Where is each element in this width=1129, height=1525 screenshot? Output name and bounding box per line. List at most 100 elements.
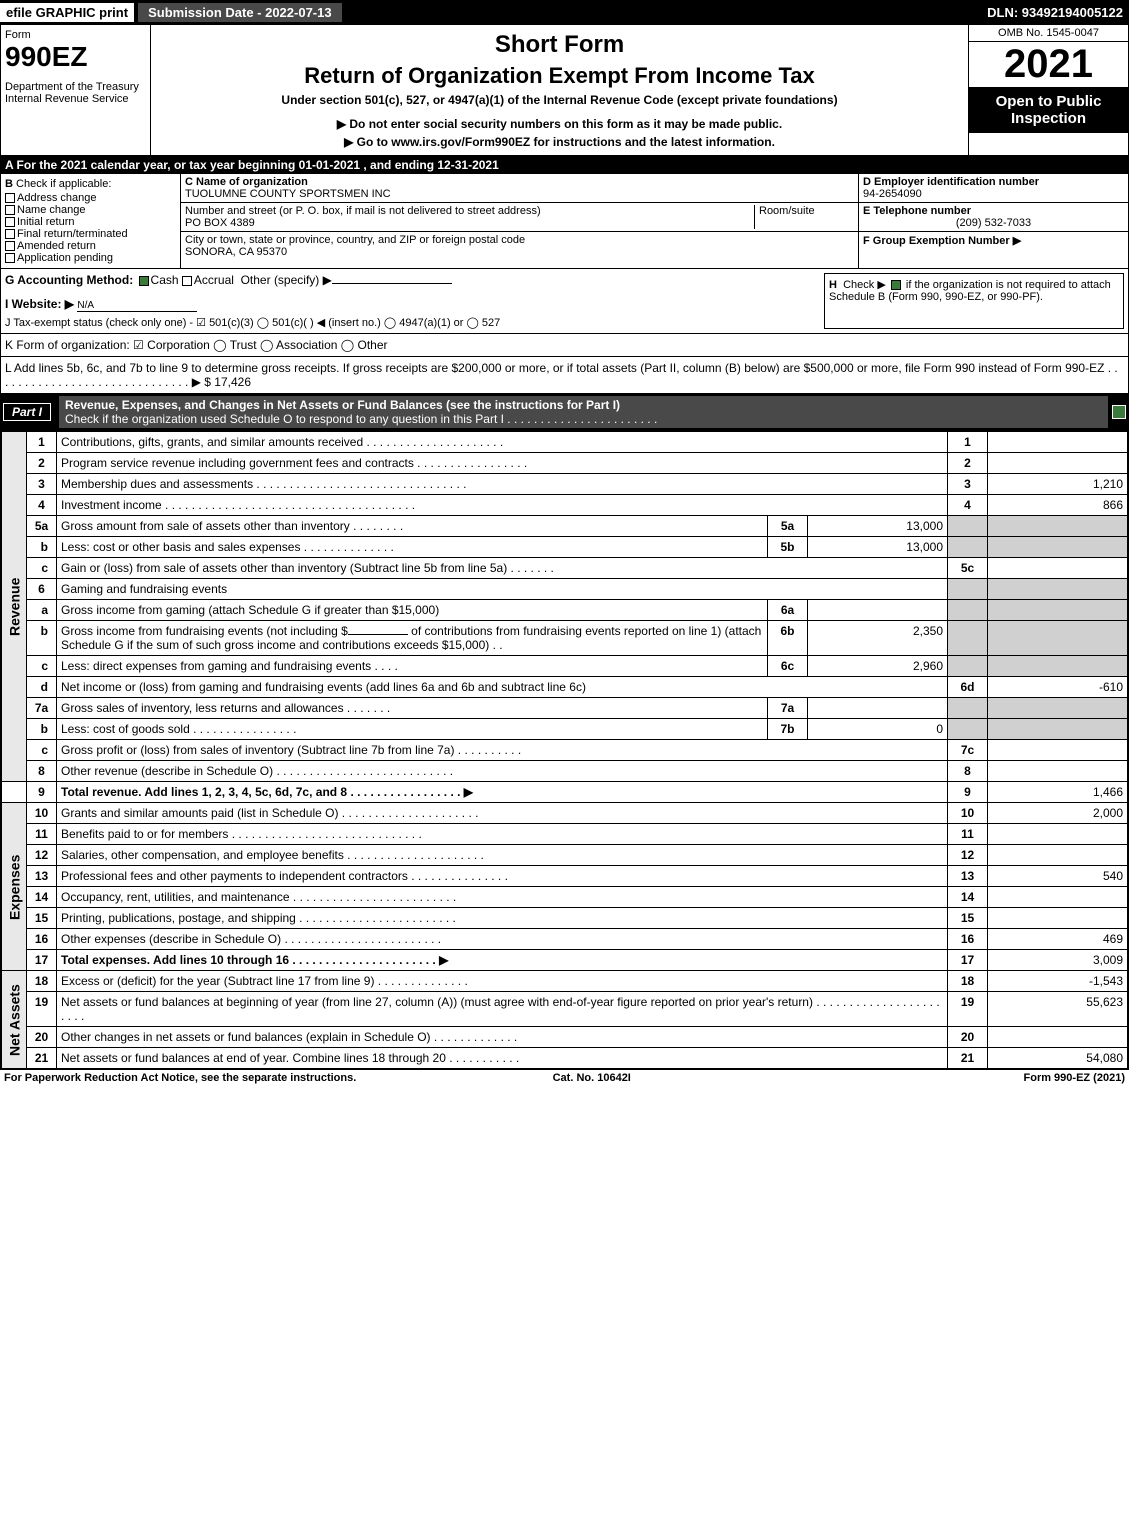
table-row: 13Professional fees and other payments t… — [2, 866, 1128, 887]
column-d: D Employer identification number 94-2654… — [858, 174, 1128, 268]
table-row: Revenue 1Contributions, gifts, grants, a… — [2, 432, 1128, 453]
table-row: 6Gaming and fundraising events — [2, 579, 1128, 600]
header-left: Form 990EZ Department of the Treasury In… — [1, 25, 151, 155]
short-form-title: Short Form — [157, 31, 962, 59]
row-a-tax-year: A For the 2021 calendar year, or tax yea… — [1, 156, 1128, 174]
table-row: 20Other changes in net assets or fund ba… — [2, 1027, 1128, 1048]
table-row: bGross income from fundraising events (n… — [2, 621, 1128, 656]
form-label: Form — [5, 29, 146, 41]
ein-value: 94-2654090 — [863, 188, 922, 200]
checkbox-checked-icon — [1112, 405, 1126, 419]
header-mid: Short Form Return of Organization Exempt… — [151, 25, 968, 155]
g-other: Other (specify) ▶ — [241, 273, 332, 287]
row-k: K Form of organization: ☑ Corporation ◯ … — [1, 334, 1128, 357]
checkbox-icon[interactable] — [5, 217, 15, 227]
checkbox-icon[interactable] — [5, 241, 15, 251]
column-b: B Check if applicable: Address change Na… — [1, 174, 181, 268]
table-row: 3Membership dues and assessments . . . .… — [2, 474, 1128, 495]
table-row: bLess: cost or other basis and sales exp… — [2, 537, 1128, 558]
checkbox-checked-icon — [139, 276, 149, 286]
row-l-text: L Add lines 5b, 6c, and 7b to line 9 to … — [5, 361, 1118, 389]
top-bar: efile GRAPHIC print Submission Date - 20… — [0, 0, 1129, 24]
form-number: 990EZ — [5, 41, 146, 73]
city-label: City or town, state or province, country… — [185, 234, 525, 246]
row-j: J Tax-exempt status (check only one) - ☑… — [5, 316, 824, 329]
table-row: 14Occupancy, rent, utilities, and mainte… — [2, 887, 1128, 908]
g-accrual: Accrual — [194, 273, 234, 287]
revenue-side-label: Revenue — [2, 432, 27, 782]
omb-number: OMB No. 1545-0047 — [969, 25, 1128, 42]
row-g-h: G Accounting Method: Cash Accrual Other … — [1, 269, 1128, 334]
table-row: 19Net assets or fund balances at beginni… — [2, 992, 1128, 1027]
checkbox-icon[interactable] — [5, 253, 15, 263]
i-label: I Website: ▶ — [5, 297, 74, 311]
check-if-label: Check if applicable: — [16, 178, 111, 190]
checkbox-icon[interactable] — [5, 193, 15, 203]
h-check-text: Check ▶ — [843, 279, 886, 291]
tel-label: E Telephone number — [863, 205, 971, 217]
org-address: PO BOX 4389 — [185, 217, 255, 229]
ein-label: D Employer identification number — [863, 176, 1039, 188]
g-cash: Cash — [151, 273, 179, 287]
submission-date: Submission Date - 2022-07-13 — [138, 3, 342, 22]
chk-name: Name change — [17, 204, 86, 216]
room-label: Room/suite — [759, 205, 815, 217]
h-box: H Check ▶ if the organization is not req… — [824, 273, 1124, 329]
tax-year: 2021 — [969, 42, 1128, 87]
checkbox-checked-icon — [891, 280, 901, 290]
other-input[interactable] — [332, 283, 452, 284]
table-row: cGross profit or (loss) from sales of in… — [2, 740, 1128, 761]
table-row: 9Total revenue. Add lines 1, 2, 3, 4, 5c… — [2, 782, 1128, 803]
part-title: Revenue, Expenses, and Changes in Net As… — [59, 396, 1108, 428]
part-badge: Part I — [3, 403, 51, 421]
row-l: L Add lines 5b, 6c, and 7b to line 9 to … — [1, 357, 1128, 394]
no-ssn-note: ▶ Do not enter social security numbers o… — [157, 117, 962, 131]
footer-left: For Paperwork Reduction Act Notice, see … — [4, 1072, 356, 1084]
chk-address: Address change — [17, 192, 97, 204]
table-row: 21Net assets or fund balances at end of … — [2, 1048, 1128, 1069]
netassets-side-label: Net Assets — [2, 971, 27, 1069]
table-row: 8Other revenue (describe in Schedule O) … — [2, 761, 1128, 782]
chk-initial: Initial return — [17, 216, 74, 228]
part-check-text: Check if the organization used Schedule … — [65, 412, 657, 426]
h-label: H — [829, 279, 837, 291]
page-footer: For Paperwork Reduction Act Notice, see … — [0, 1070, 1129, 1086]
footer-right: Form 990-EZ (2021) — [1024, 1072, 1125, 1084]
table-row: 12Salaries, other compensation, and empl… — [2, 845, 1128, 866]
dln-label: DLN: 93492194005122 — [987, 5, 1129, 20]
table-row: cLess: direct expenses from gaming and f… — [2, 656, 1128, 677]
dept-label: Department of the Treasury Internal Reve… — [5, 81, 146, 105]
chk-final: Final return/terminated — [17, 228, 128, 240]
under-section: Under section 501(c), 527, or 4947(a)(1)… — [157, 93, 962, 107]
goto-link[interactable]: ▶ Go to www.irs.gov/Form990EZ for instru… — [157, 135, 962, 149]
header-right: OMB No. 1545-0047 2021 Open to Public In… — [968, 25, 1128, 155]
chk-pending: Application pending — [17, 252, 113, 264]
table-row: Net Assets 18Excess or (deficit) for the… — [2, 971, 1128, 992]
table-row: 7aGross sales of inventory, less returns… — [2, 698, 1128, 719]
table-row: 15Printing, publications, postage, and s… — [2, 908, 1128, 929]
tel-value: (209) 532-7033 — [863, 217, 1124, 229]
addr-label: Number and street (or P. O. box, if mail… — [185, 205, 541, 217]
checkbox-icon[interactable] — [5, 229, 15, 239]
table-row: Expenses 10Grants and similar amounts pa… — [2, 803, 1128, 824]
org-name: TUOLUMNE COUNTY SPORTSMEN INC — [185, 188, 391, 200]
table-row: 11Benefits paid to or for members . . . … — [2, 824, 1128, 845]
return-title: Return of Organization Exempt From Incom… — [157, 63, 962, 89]
form-header: Form 990EZ Department of the Treasury In… — [1, 25, 1128, 156]
table-row: aGross income from gaming (attach Schedu… — [2, 600, 1128, 621]
open-public: Open to Public Inspection — [969, 87, 1128, 133]
table-row: 4Investment income . . . . . . . . . . .… — [2, 495, 1128, 516]
table-row: dNet income or (loss) from gaming and fu… — [2, 677, 1128, 698]
table-row: 2Program service revenue including gover… — [2, 453, 1128, 474]
lines-table: Revenue 1Contributions, gifts, grants, a… — [1, 431, 1128, 1069]
expenses-side-label: Expenses — [2, 803, 27, 971]
checkbox-icon[interactable] — [5, 205, 15, 215]
checkbox-icon[interactable] — [182, 276, 192, 286]
table-row: 17Total expenses. Add lines 10 through 1… — [2, 950, 1128, 971]
group-label: F Group Exemption Number ▶ — [863, 235, 1021, 247]
column-c: C Name of organization TUOLUMNE COUNTY S… — [181, 174, 858, 268]
form-container: Form 990EZ Department of the Treasury In… — [0, 24, 1129, 1070]
g-label: G Accounting Method: — [5, 273, 133, 287]
b-label: B — [5, 178, 13, 190]
table-row: bLess: cost of goods sold . . . . . . . … — [2, 719, 1128, 740]
